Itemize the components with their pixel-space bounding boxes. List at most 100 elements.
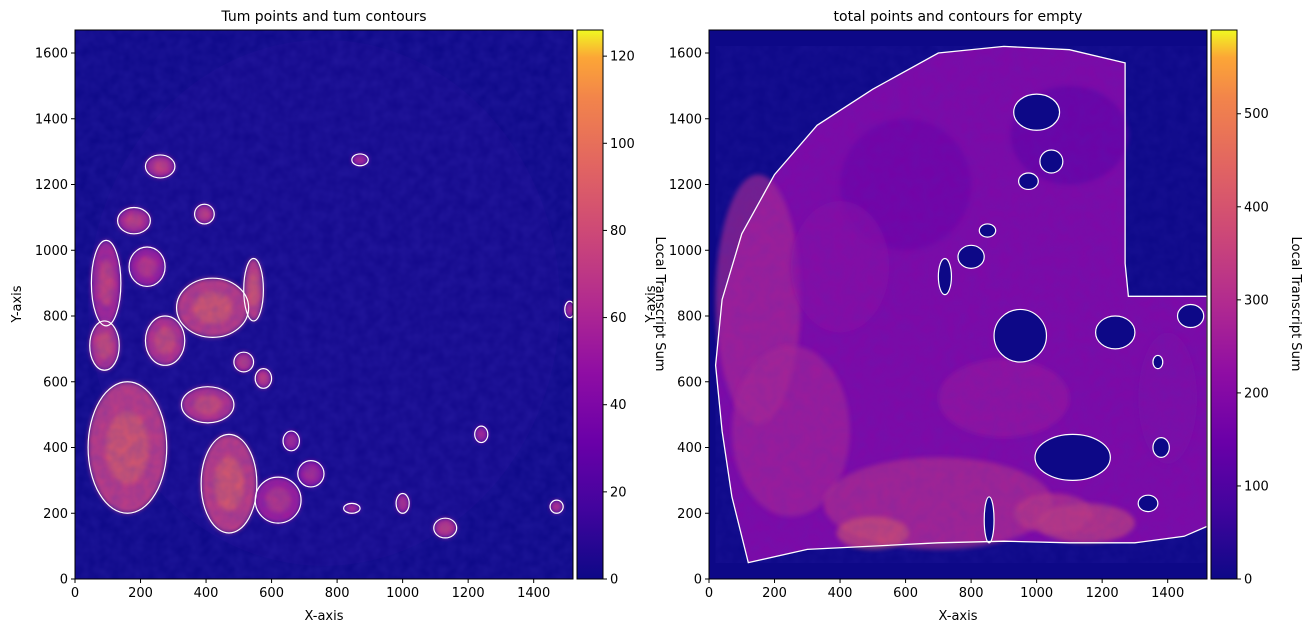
panel-tum-ylabel: Y-axis: [10, 285, 25, 323]
tumor-contour: [297, 460, 325, 488]
empty-contour: [1152, 437, 1170, 458]
y-tick-label: 1400: [35, 112, 68, 127]
panel-tum-x-ticks: 0 200 400 600 800 1000 1200 1400: [71, 579, 550, 601]
colorbar-tick-label: 20: [610, 485, 627, 500]
x-tick-label: 1000: [1020, 586, 1053, 601]
tumor-contour: [90, 239, 122, 327]
y-tick-label: 1400: [669, 112, 702, 127]
panel-tum-colorbar-label: Local Transcript Sum: [652, 237, 667, 372]
x-tick-label: 600: [259, 586, 284, 601]
empty-contour: [1176, 303, 1205, 329]
colorbar-tick-label: 0: [610, 573, 618, 588]
tumor-contour: [144, 315, 186, 366]
tumor-contour: [180, 386, 235, 424]
y-tick-label: 800: [43, 310, 68, 325]
x-tick-label: 200: [762, 586, 787, 601]
y-tick-label: 600: [677, 375, 702, 390]
y-tick-label: 1000: [35, 244, 68, 259]
empty-contour: [1137, 494, 1159, 513]
tumor-contour: [116, 206, 151, 235]
colorbar-tick-label: 500: [1244, 107, 1269, 122]
tumor-contour: [144, 154, 176, 179]
x-tick-label: 200: [128, 586, 153, 601]
panel-total-xlabel: X-axis: [939, 609, 978, 624]
tumor-contour: [243, 257, 264, 322]
x-tick-label: 1200: [452, 586, 485, 601]
colorbar-tick-label: 200: [1244, 386, 1269, 401]
tissue-texture: [715, 46, 1207, 563]
colorbar-tick-label: 100: [610, 137, 635, 152]
tumor-contour: [433, 517, 458, 539]
tumor-contour: [254, 368, 273, 389]
panel-tum-regions: [75, 30, 573, 579]
y-tick-label: 0: [60, 573, 68, 588]
x-tick-label: 0: [705, 586, 713, 601]
x-tick-label: 1000: [386, 586, 419, 601]
x-tick-label: 600: [893, 586, 918, 601]
tumor-contour: [193, 203, 215, 225]
y-tick-label: 1000: [669, 244, 702, 259]
empty-contour: [1152, 354, 1164, 370]
panel-tum: Tum points and tum contours 0 200 400 600 80…: [10, 9, 667, 624]
tumor-contour: [564, 300, 573, 319]
y-tick-label: 1200: [669, 178, 702, 193]
panel-total: total points and contours for empty 0 200…: [644, 9, 1303, 624]
empty-contour: [1095, 315, 1136, 350]
panel-total-x-ticks: 0 200 400 600 800 1000 1200 1400: [705, 579, 1184, 601]
y-tick-label: 1200: [35, 178, 68, 193]
tumor-contour: [254, 476, 302, 524]
tumor-contour: [474, 425, 489, 444]
y-tick-label: 1600: [35, 47, 68, 62]
panel-tum-colorbar-ticks: 0 20 40 60 80 100 120: [603, 50, 635, 588]
panel-total-title: total points and contours for empty: [834, 9, 1083, 25]
colorbar-tick-label: 0: [1244, 573, 1252, 588]
y-tick-label: 200: [43, 507, 68, 522]
tumor-contour: [233, 351, 255, 373]
y-tick-label: 1600: [669, 47, 702, 62]
y-tick-label: 200: [677, 507, 702, 522]
empty-contour: [983, 496, 995, 544]
colorbar-tick-label: 400: [1244, 200, 1269, 215]
x-tick-label: 1400: [1151, 586, 1184, 601]
x-tick-label: 800: [325, 586, 350, 601]
empty-contour: [1018, 172, 1039, 191]
colorbar-tick-label: 120: [610, 50, 635, 65]
tumor-contour: [89, 320, 120, 371]
panel-tum-title: Tum points and tum contours: [220, 9, 426, 25]
colorbar-tick-label: 80: [610, 224, 627, 239]
panel-tum-contours: [87, 153, 573, 539]
colorbar-tick-label: 40: [610, 398, 627, 413]
colorbar-tick-label: 300: [1244, 293, 1269, 308]
x-tick-label: 800: [959, 586, 984, 601]
tumor-contour: [395, 492, 410, 514]
panel-total-frame: [708, 29, 1208, 580]
y-tick-label: 400: [677, 441, 702, 456]
panel-total-colorbar: [1210, 29, 1238, 580]
panel-total-tissue: [714, 45, 1207, 564]
panel-total-y-ticks: 0 200 400 600 800 1000 1200 1400 1600: [669, 47, 709, 588]
y-tick-label: 600: [43, 375, 68, 390]
tissue-contour: [714, 45, 1207, 564]
tumor-contour: [200, 433, 258, 534]
panel-tum-xlabel: X-axis: [305, 609, 344, 624]
tumor-contour: [282, 430, 301, 452]
tumor-contour: [343, 502, 361, 514]
tumor-contour: [351, 153, 369, 167]
y-tick-label: 0: [694, 573, 702, 588]
panel-tum-y-ticks: 0 200 400 600 800 1000 1200 1400 1600: [35, 47, 75, 588]
empty-contour: [978, 223, 997, 238]
panel-total-ylabel: Y-axis: [644, 285, 659, 323]
empty-contour: [1039, 149, 1064, 174]
x-tick-label: 400: [828, 586, 853, 601]
tumor-contour: [87, 381, 168, 514]
tumor-contour: [175, 277, 250, 338]
panel-total-colorbar-label: Local Transcript Sum: [1288, 237, 1303, 372]
colorbar-tick-label: 100: [1244, 479, 1269, 494]
empty-contour: [937, 257, 953, 296]
tumor-contour: [128, 246, 166, 288]
x-tick-label: 0: [71, 586, 79, 601]
panel-tum-colorbar: [576, 29, 604, 580]
empty-contour: [1034, 433, 1111, 481]
empty-contour: [1013, 93, 1061, 131]
